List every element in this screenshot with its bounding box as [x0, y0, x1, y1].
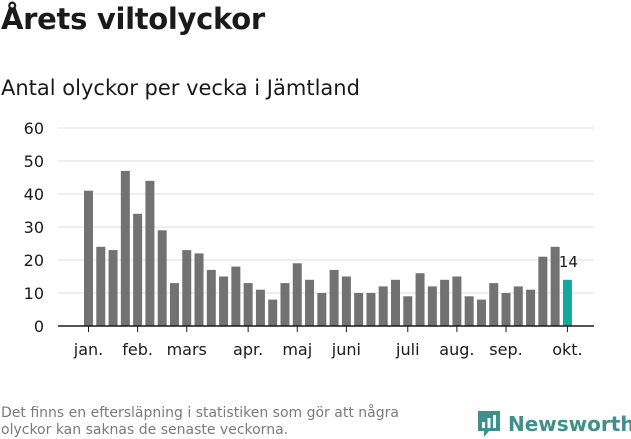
bar	[440, 279, 450, 326]
bar	[526, 289, 536, 326]
bar	[489, 283, 499, 326]
x-tick-label: juli	[395, 340, 419, 359]
bar	[243, 283, 253, 326]
bar	[538, 256, 548, 326]
bar	[305, 279, 315, 326]
x-tick-label: maj	[282, 340, 312, 359]
bar	[133, 213, 143, 326]
bar	[108, 250, 118, 326]
x-tick-label: aug.	[439, 340, 474, 359]
x-tick-label: feb.	[122, 340, 153, 359]
x-tick-label: juni	[331, 340, 361, 359]
chart-title: Årets viltolyckor	[1, 2, 265, 36]
x-tick-label: sep.	[489, 340, 522, 359]
bar	[145, 180, 155, 326]
footnote: Det finns en eftersläpning i statistiken…	[1, 405, 399, 438]
bar	[329, 269, 339, 326]
bar	[317, 293, 327, 326]
bar-value-label: 14	[559, 253, 578, 271]
bar	[231, 266, 241, 326]
bar	[292, 263, 302, 326]
y-tick-label: 0	[34, 317, 44, 336]
bar	[206, 269, 216, 326]
bar	[169, 283, 179, 326]
bar	[194, 253, 204, 326]
y-tick-label: 30	[24, 218, 44, 237]
y-tick-label: 10	[24, 284, 44, 303]
chart-subtitle: Antal olyckor per vecka i Jämtland	[1, 76, 360, 100]
bar	[378, 286, 388, 326]
bar-highlight	[562, 279, 572, 326]
bar	[96, 246, 106, 326]
bar	[120, 170, 130, 326]
bar	[452, 276, 462, 326]
x-tick-label: mars	[167, 340, 207, 359]
newsworthy-logo[interactable]: Newsworthy	[476, 409, 631, 439]
bar	[513, 286, 523, 326]
bar	[84, 190, 93, 326]
bar	[415, 273, 425, 326]
bar	[366, 293, 376, 326]
bar	[280, 283, 290, 326]
bar	[476, 299, 486, 326]
bar	[268, 299, 278, 326]
bar	[391, 279, 400, 326]
x-tick-label: apr.	[233, 340, 263, 359]
bar	[219, 276, 229, 326]
bar	[157, 230, 167, 326]
bar	[354, 293, 364, 326]
bar	[255, 289, 265, 326]
logo-text: Newsworthy	[508, 412, 631, 436]
bar	[403, 296, 413, 326]
y-tick-label: 20	[24, 251, 44, 270]
y-tick-label: 40	[24, 185, 44, 204]
y-tick-label: 50	[24, 152, 44, 171]
bar	[501, 293, 511, 326]
bar	[341, 276, 351, 326]
y-tick-label: 60	[24, 119, 44, 138]
bar	[182, 250, 192, 326]
newsworthy-logo-icon	[478, 411, 500, 437]
bar	[464, 296, 474, 326]
x-tick-label: jan.	[73, 340, 103, 359]
bar	[427, 286, 437, 326]
bar-chart: 0 10 20 30 40 50 60 14 jan. feb. mars apr. maj juni ju…	[24, 119, 594, 359]
bar	[550, 246, 560, 326]
x-tick-label: okt.	[552, 340, 582, 359]
